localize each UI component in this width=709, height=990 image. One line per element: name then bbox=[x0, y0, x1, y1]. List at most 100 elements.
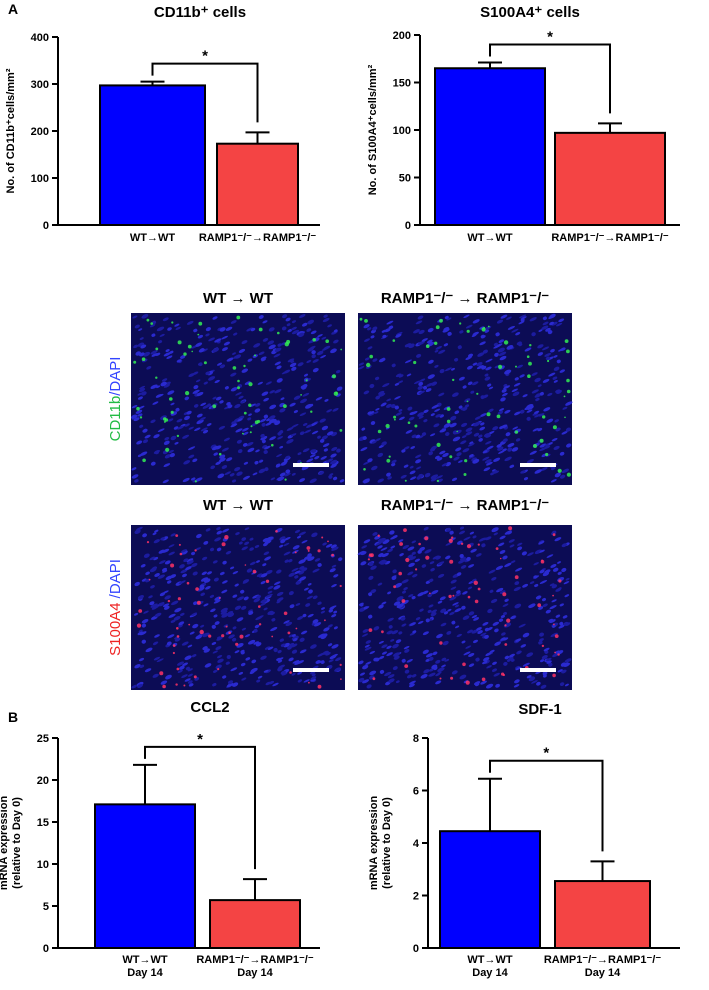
nucleus bbox=[423, 419, 428, 423]
nucleus bbox=[487, 608, 493, 614]
nucleus bbox=[409, 465, 414, 469]
nucleus bbox=[531, 680, 538, 684]
nucleus bbox=[485, 441, 492, 445]
nucleus bbox=[164, 595, 171, 600]
nucleus bbox=[564, 683, 569, 687]
nucleus bbox=[299, 398, 308, 404]
nucleus bbox=[216, 362, 223, 366]
nucleus bbox=[209, 594, 215, 598]
stain-dot bbox=[177, 340, 182, 345]
stain-dot bbox=[142, 458, 146, 463]
nucleus bbox=[386, 320, 394, 325]
nucleus bbox=[220, 610, 228, 615]
stain-dot bbox=[265, 579, 270, 583]
nucleus bbox=[398, 539, 404, 543]
nucleus bbox=[377, 582, 383, 586]
nucleus bbox=[309, 454, 316, 458]
nucleus bbox=[245, 657, 251, 661]
stain-dot bbox=[424, 536, 429, 541]
nucleus bbox=[263, 450, 268, 454]
stain-dot bbox=[372, 677, 376, 681]
nucleus bbox=[531, 389, 539, 394]
nucleus bbox=[315, 396, 323, 401]
stain-dot bbox=[221, 542, 226, 547]
nucleus bbox=[541, 654, 548, 660]
nucleus bbox=[137, 396, 143, 400]
nucleus bbox=[306, 328, 312, 332]
nucleus bbox=[184, 423, 190, 427]
nucleus bbox=[377, 452, 384, 458]
nucleus bbox=[463, 536, 471, 541]
stain-dot bbox=[553, 623, 555, 626]
nucleus bbox=[506, 345, 514, 350]
nucleus bbox=[506, 316, 512, 320]
nucleus bbox=[257, 615, 264, 619]
nucleus bbox=[371, 465, 378, 471]
nucleus bbox=[299, 314, 306, 318]
nucleus bbox=[536, 681, 541, 686]
nucleus bbox=[238, 395, 244, 400]
nucleus bbox=[240, 400, 246, 404]
nucleus bbox=[358, 677, 365, 683]
y-tick-label: 0 bbox=[43, 220, 49, 232]
nucleus bbox=[150, 461, 156, 466]
nucleus bbox=[502, 611, 508, 616]
nucleus bbox=[541, 325, 549, 330]
stain-dot bbox=[258, 605, 261, 608]
nucleus bbox=[460, 565, 467, 569]
nucleus bbox=[514, 603, 522, 609]
nucleus bbox=[452, 602, 459, 606]
nucleus bbox=[463, 651, 471, 656]
nucleus bbox=[226, 457, 233, 462]
nucleus bbox=[222, 347, 228, 352]
nucleus bbox=[515, 638, 522, 642]
stain-dot bbox=[148, 578, 151, 581]
nucleus bbox=[493, 342, 498, 347]
stain-dot bbox=[172, 651, 175, 655]
stain-dot bbox=[162, 684, 166, 689]
nucleus bbox=[413, 329, 420, 334]
nucleus bbox=[479, 426, 486, 431]
stain-dot bbox=[529, 344, 532, 347]
nucleus bbox=[303, 373, 309, 377]
nucleus bbox=[401, 449, 406, 453]
nucleus bbox=[377, 478, 384, 483]
nucleus bbox=[281, 370, 289, 375]
nucleus bbox=[440, 608, 447, 614]
nucleus bbox=[381, 644, 388, 649]
nucleus bbox=[230, 387, 238, 392]
nucleus bbox=[428, 656, 434, 661]
nucleus bbox=[171, 600, 179, 606]
nucleus bbox=[285, 621, 293, 627]
nucleus bbox=[395, 412, 403, 416]
nucleus bbox=[415, 617, 421, 621]
nucleus bbox=[531, 372, 538, 376]
nucleus bbox=[532, 428, 539, 432]
nucleus bbox=[548, 662, 553, 667]
nucleus bbox=[552, 376, 558, 380]
nucleus bbox=[492, 426, 499, 431]
nucleus bbox=[246, 568, 253, 573]
nucleus bbox=[491, 576, 497, 581]
nucleus bbox=[358, 362, 365, 366]
nucleus bbox=[469, 454, 474, 458]
nucleus bbox=[276, 378, 283, 383]
nucleus bbox=[319, 418, 326, 423]
nucleus bbox=[213, 452, 218, 456]
nucleus bbox=[293, 395, 301, 400]
stain-dot bbox=[218, 597, 221, 599]
nucleus bbox=[425, 388, 432, 393]
nucleus bbox=[155, 352, 161, 356]
nucleus bbox=[449, 422, 457, 428]
nucleus bbox=[271, 618, 276, 622]
nucleus bbox=[394, 405, 399, 410]
stain-dot bbox=[463, 473, 467, 476]
nucleus bbox=[415, 434, 421, 439]
nucleus bbox=[312, 568, 320, 573]
nucleus bbox=[498, 542, 505, 547]
nucleus bbox=[551, 321, 558, 326]
nucleus bbox=[520, 316, 527, 320]
nucleus bbox=[534, 413, 542, 418]
stain-dot bbox=[310, 410, 313, 413]
stain-dot bbox=[558, 579, 562, 583]
